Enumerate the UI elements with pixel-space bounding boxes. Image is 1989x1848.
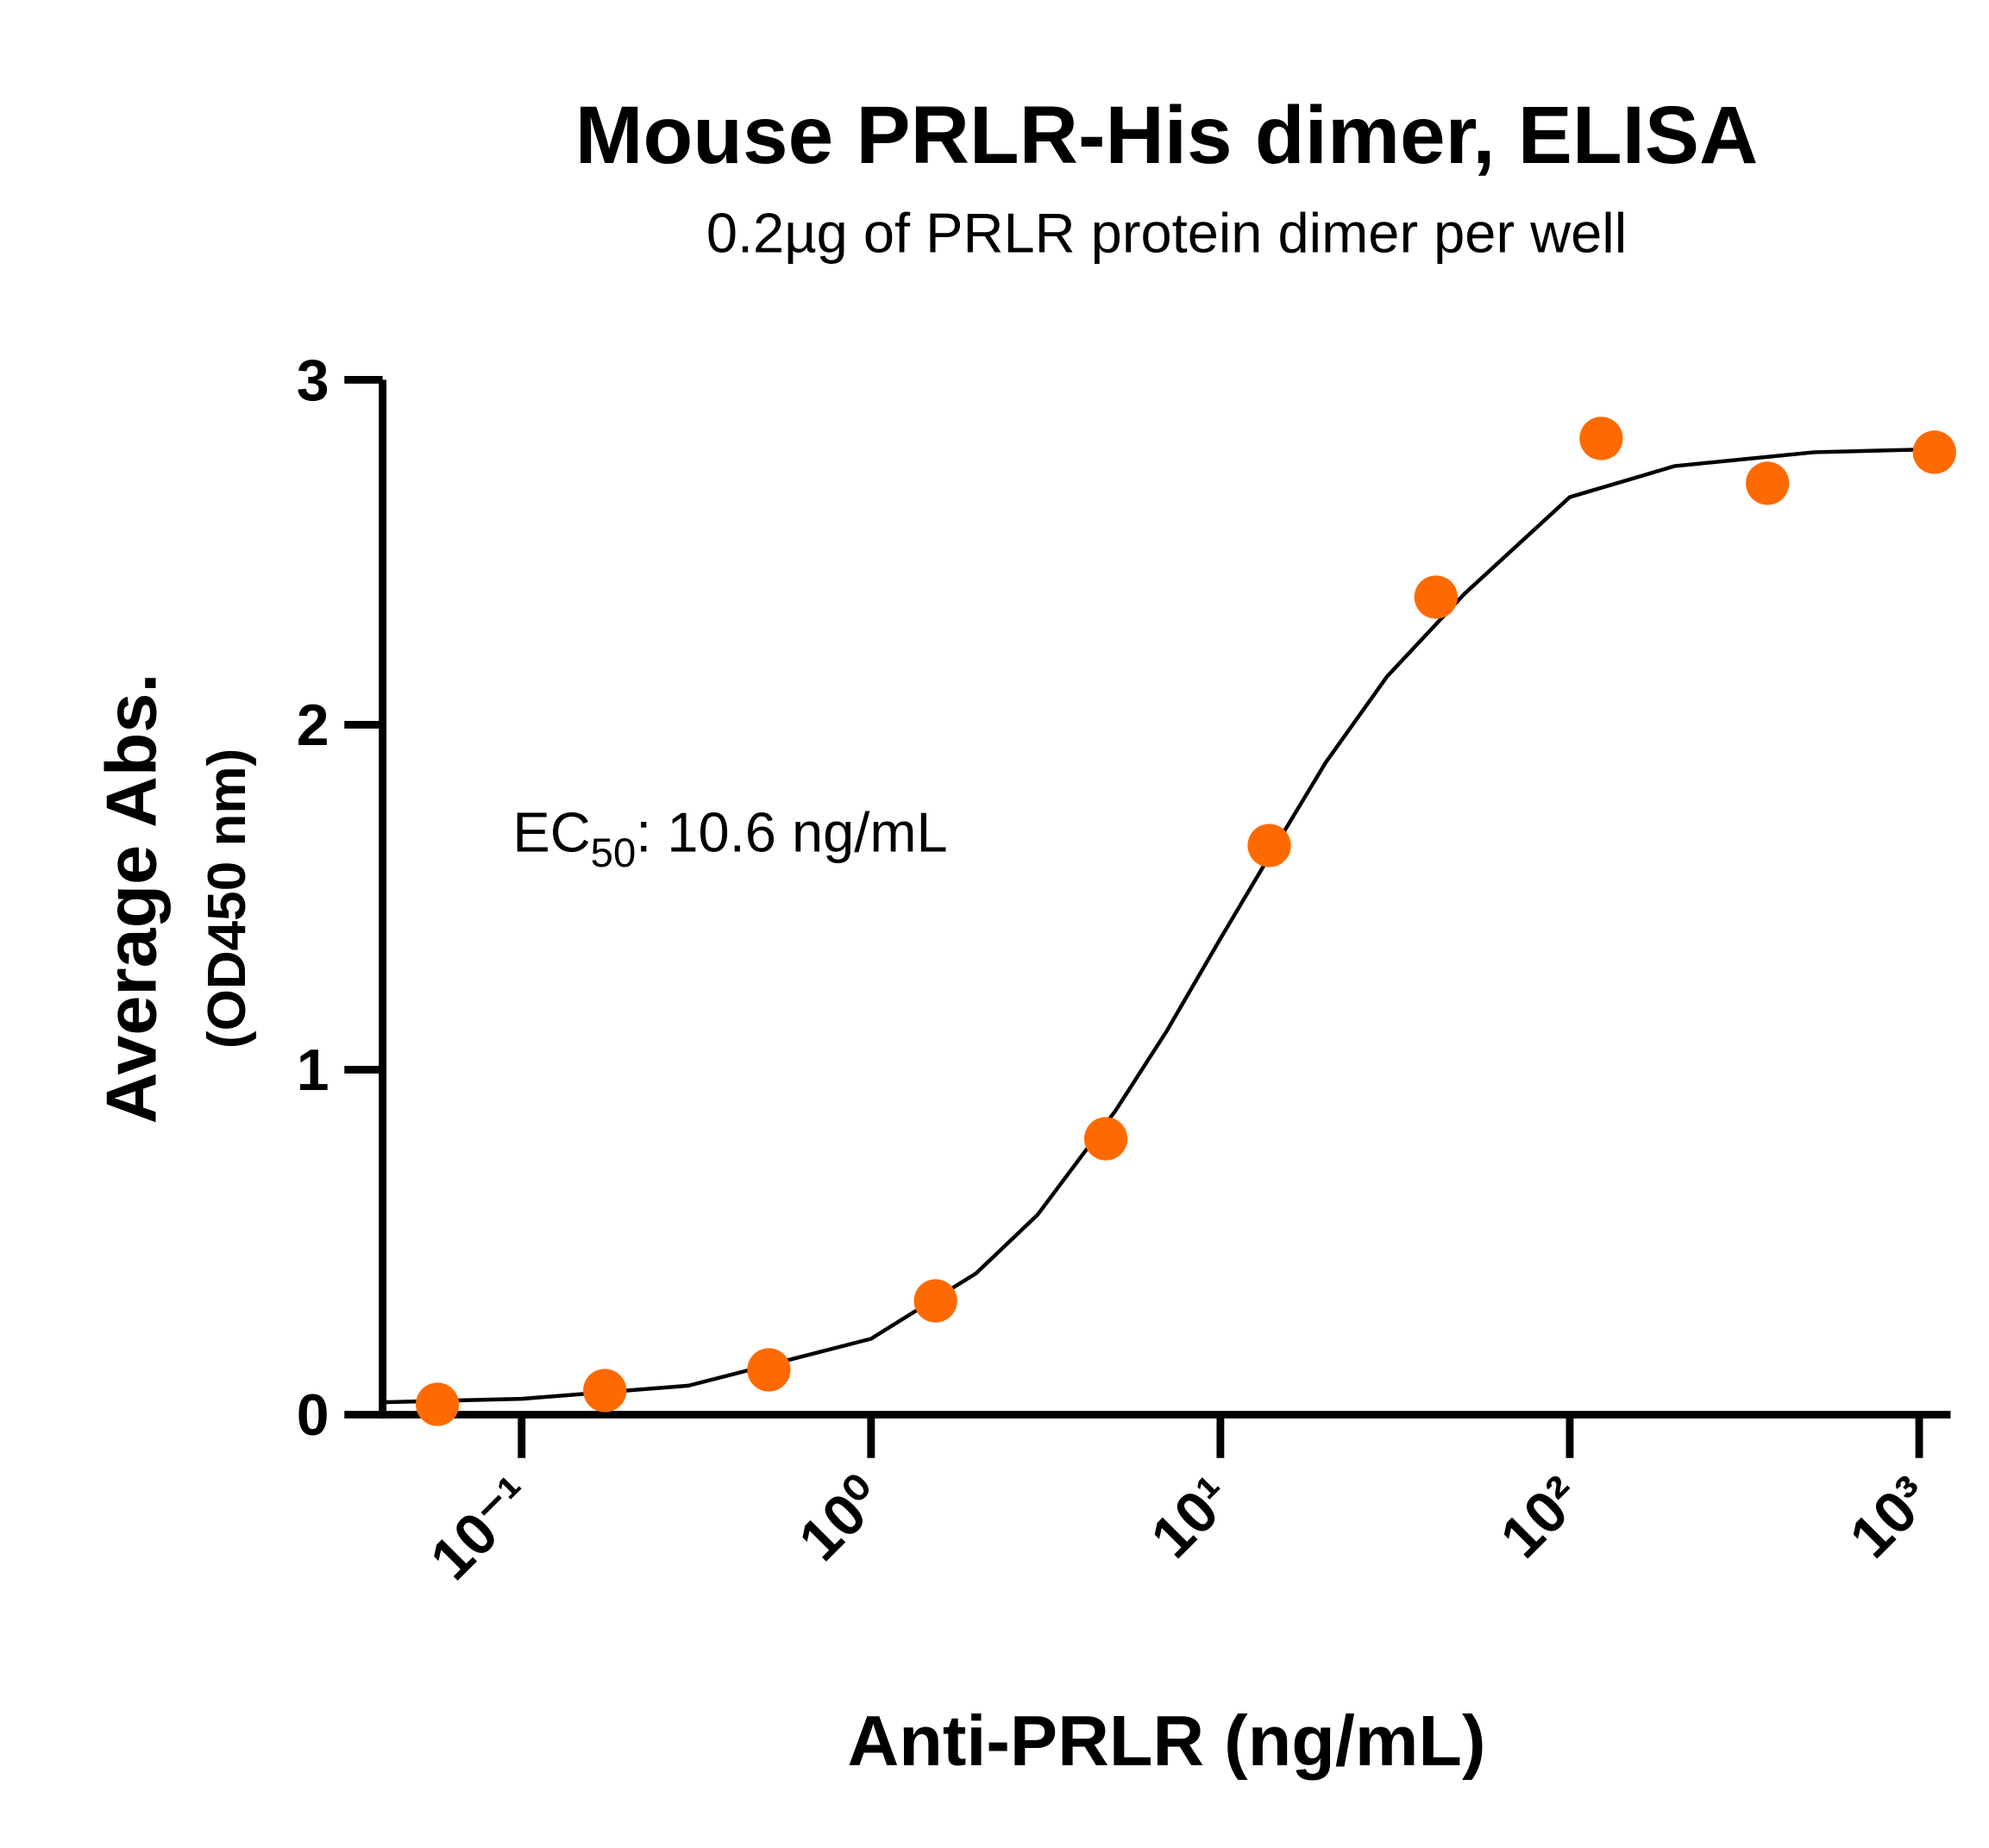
data-point (416, 1382, 460, 1426)
data-point (1247, 824, 1291, 868)
chart-title: Mouse PRLR-His dimer, ELISA (575, 90, 1759, 181)
chart-subtitle: 0.2µg of PRLR protein dimer per well (706, 202, 1627, 265)
x-tick-label: 10² (1488, 1464, 1594, 1570)
x-tick-label: 10³ (1837, 1464, 1943, 1570)
annotation-text: EC (512, 800, 590, 863)
x-tick-label: 10⁻¹ (418, 1464, 547, 1593)
x-axis-label: Anti-PRLR (ng/mL) (848, 1701, 1486, 1781)
annotation-subscript: 50 (591, 830, 637, 876)
y-tick-label: 1 (297, 1037, 329, 1103)
data-point (1414, 575, 1458, 619)
data-point (1579, 417, 1623, 460)
annotation: EC50: 10.6 ng/mL (512, 800, 947, 876)
y-tick-label: 2 (297, 692, 329, 758)
fit-curve (382, 447, 1951, 1405)
y-tick-label: 0 (297, 1382, 329, 1448)
data-point (913, 1279, 957, 1323)
data-point (747, 1348, 791, 1392)
data-point (1083, 1117, 1128, 1161)
y-tick-label: 3 (297, 348, 329, 413)
data-point (583, 1369, 627, 1413)
data-point (1912, 430, 1956, 474)
x-tick-label: 10¹ (1139, 1464, 1245, 1570)
y-axis-label: Average Abs. (91, 673, 172, 1124)
y-axis-label: (OD450 nm) (198, 749, 257, 1049)
annotation-text: : 10.6 ng/mL (636, 800, 947, 863)
data-point (1746, 461, 1790, 505)
x-tick-label: 10⁰ (787, 1464, 895, 1573)
